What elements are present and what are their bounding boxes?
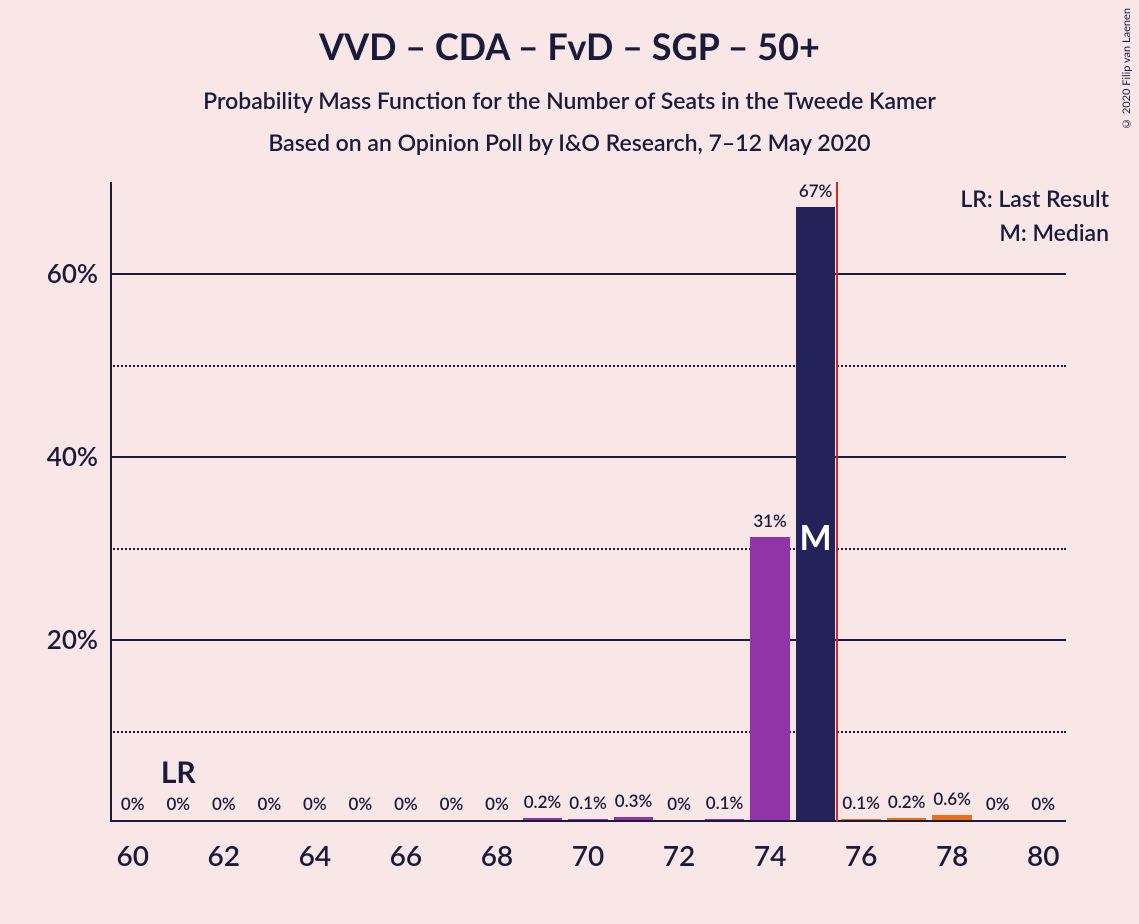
bar-value-label: 0% <box>1031 793 1055 814</box>
median-line <box>836 182 838 822</box>
bar-slot: 0.6% <box>929 182 975 820</box>
bar-value-label: 0.2% <box>524 791 562 812</box>
bar-value-label: 0% <box>667 793 691 814</box>
bar-value-label: 0% <box>394 793 418 814</box>
y-tick-label: 20% <box>47 623 98 655</box>
x-tick-label: 80 <box>1027 838 1059 872</box>
bar-slot: 0% <box>656 182 702 820</box>
bar <box>750 537 790 820</box>
chart-container: VVD – CDA – FvD – SGP – 50+ Probability … <box>0 0 1139 924</box>
y-tick-label: 60% <box>47 257 98 289</box>
bar-value-label: 0% <box>485 793 509 814</box>
bar-slot: 0.1% <box>838 182 884 820</box>
x-axis <box>110 820 1066 822</box>
x-tick-label: 74 <box>754 838 786 872</box>
bar-value-label: 0.3% <box>615 790 653 811</box>
bar-value-label: 0% <box>440 793 464 814</box>
bar-value-label: 0.1% <box>842 792 880 813</box>
bar <box>705 819 745 820</box>
bar <box>523 818 563 820</box>
bar-value-label: 0.1% <box>569 792 607 813</box>
bar-slot: 67% <box>793 182 839 820</box>
bar <box>887 818 927 820</box>
bar-slot: 0% <box>338 182 384 820</box>
x-tick-label: 78 <box>936 838 968 872</box>
bar-slot: 0% <box>110 182 156 820</box>
bar-slot: 0.2% <box>520 182 566 820</box>
bar-value-label: 0% <box>349 793 373 814</box>
x-tick-label: 70 <box>572 838 604 872</box>
x-tick-label: 66 <box>390 838 422 872</box>
bar-value-label: 0% <box>166 793 190 814</box>
bar <box>568 819 608 820</box>
chart-subtitle-1: Probability Mass Function for the Number… <box>0 86 1139 114</box>
bars-layer: 0% 0% 0% 0% 0% 0% 0% 0% 0% 0.2% 0.1% 0.3% 0% 0.1% 31% 6… <box>110 182 1066 820</box>
bar-slot: 0.3% <box>611 182 657 820</box>
bar-slot: 0% <box>975 182 1021 820</box>
bar-value-label: 0.6% <box>933 788 971 809</box>
bar-value-label: 0.2% <box>888 791 926 812</box>
chart-title: VVD – CDA – FvD – SGP – 50+ <box>0 0 1139 68</box>
chart-plot-area: 20%40%60%0%0%0%0%0%0%0%0%0%0.2%0.1%0.3%0… <box>110 182 1066 822</box>
bar-slot: 0.1% <box>702 182 748 820</box>
bar-slot: 0% <box>429 182 475 820</box>
bar-value-label: 0.1% <box>706 792 744 813</box>
bar-slot: 0.2% <box>884 182 930 820</box>
bar-value-label: 0% <box>257 793 281 814</box>
x-tick-label: 60 <box>117 838 149 872</box>
bar-slot: 0% <box>156 182 202 820</box>
bar-slot: 31% <box>747 182 793 820</box>
chart-subtitle-2: Based on an Opinion Poll by I&O Research… <box>0 128 1139 156</box>
bar-slot: 0% <box>292 182 338 820</box>
bar-value-label: 0% <box>303 793 327 814</box>
bar-slot: 0% <box>201 182 247 820</box>
last-result-marker-label: LR <box>161 754 196 790</box>
x-tick-label: 72 <box>663 838 695 872</box>
x-tick-label: 68 <box>481 838 513 872</box>
x-tick-label: 62 <box>208 838 240 872</box>
bar-slot: 0.1% <box>565 182 611 820</box>
bar-value-label: 67% <box>799 180 833 201</box>
bar-value-label: 0% <box>986 793 1010 814</box>
median-marker-label: M <box>800 517 832 558</box>
x-tick-label: 76 <box>845 838 877 872</box>
bar <box>841 819 881 820</box>
y-tick-label: 40% <box>47 440 98 472</box>
copyright-text: © 2020 Filip van Laenen <box>1120 8 1133 130</box>
bar-slot: 0% <box>247 182 293 820</box>
bar-value-label: 31% <box>753 510 787 531</box>
bar-value-label: 0% <box>212 793 236 814</box>
bar <box>932 815 972 820</box>
bar-slot: 0% <box>383 182 429 820</box>
bar <box>614 817 654 820</box>
bar-slot: 0% <box>1020 182 1066 820</box>
bar-slot: 0% <box>474 182 520 820</box>
bar <box>796 207 836 820</box>
x-tick-label: 64 <box>299 838 331 872</box>
bar-value-label: 0% <box>121 793 145 814</box>
